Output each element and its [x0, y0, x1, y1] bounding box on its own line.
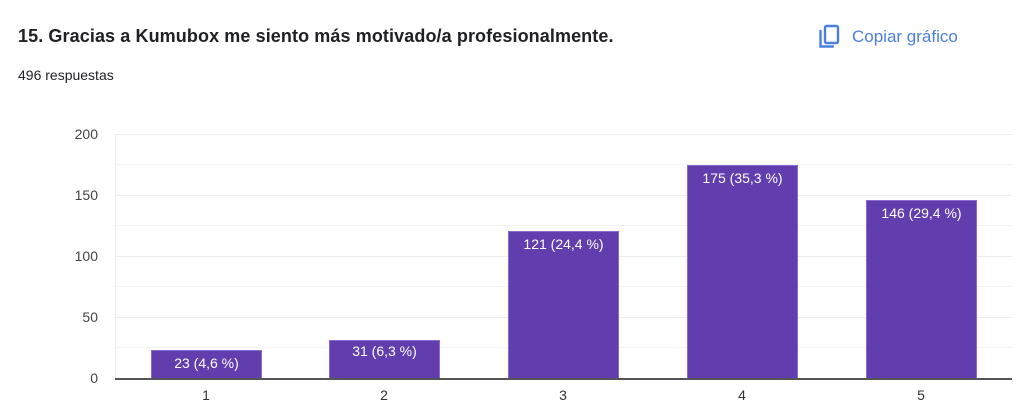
x-axis-line [115, 378, 1012, 380]
y-tick-label: 100 [74, 248, 98, 264]
bar-data-label: 175 (35,3 %) [702, 170, 783, 186]
bar-1[interactable]: 23 (4,6 %) [151, 350, 262, 379]
x-tick-label: 2 [380, 387, 388, 403]
copy-icon [818, 24, 840, 50]
y-tick-label: 200 [74, 126, 98, 142]
x-tick-label: 4 [738, 387, 746, 403]
copy-chart-button[interactable]: Copiar gráfico [818, 24, 958, 50]
question-title: 15. Gracias a Kumubox me siento más moti… [18, 26, 614, 46]
y-axis-line [115, 134, 116, 378]
bar-2[interactable]: 31 (6,3 %) [329, 340, 440, 379]
x-tick-label: 5 [917, 387, 925, 403]
bar-data-label: 23 (4,6 %) [174, 355, 239, 371]
gridline-125 [115, 225, 1012, 226]
gridline-175 [115, 164, 1012, 165]
x-tick-label: 3 [559, 387, 567, 403]
bar-data-label: 31 (6,3 %) [352, 343, 417, 359]
y-tick-label: 150 [74, 187, 98, 203]
gridline-150 [115, 195, 1012, 196]
y-tick-label: 0 [90, 370, 98, 386]
gridline-200 [115, 134, 1012, 135]
bar-data-label: 146 (29,4 %) [881, 205, 962, 221]
copy-chart-label: Copiar gráfico [852, 27, 958, 46]
bar-5[interactable]: 146 (29,4 %) [866, 200, 977, 379]
bar-3[interactable]: 121 (24,4 %) [508, 231, 619, 379]
bar-data-label: 121 (24,4 %) [523, 236, 604, 252]
y-tick-label: 50 [82, 309, 98, 325]
x-tick-label: 1 [202, 387, 210, 403]
response-count: 496 respuestas [18, 67, 114, 83]
bar-4[interactable]: 175 (35,3 %) [687, 165, 798, 379]
